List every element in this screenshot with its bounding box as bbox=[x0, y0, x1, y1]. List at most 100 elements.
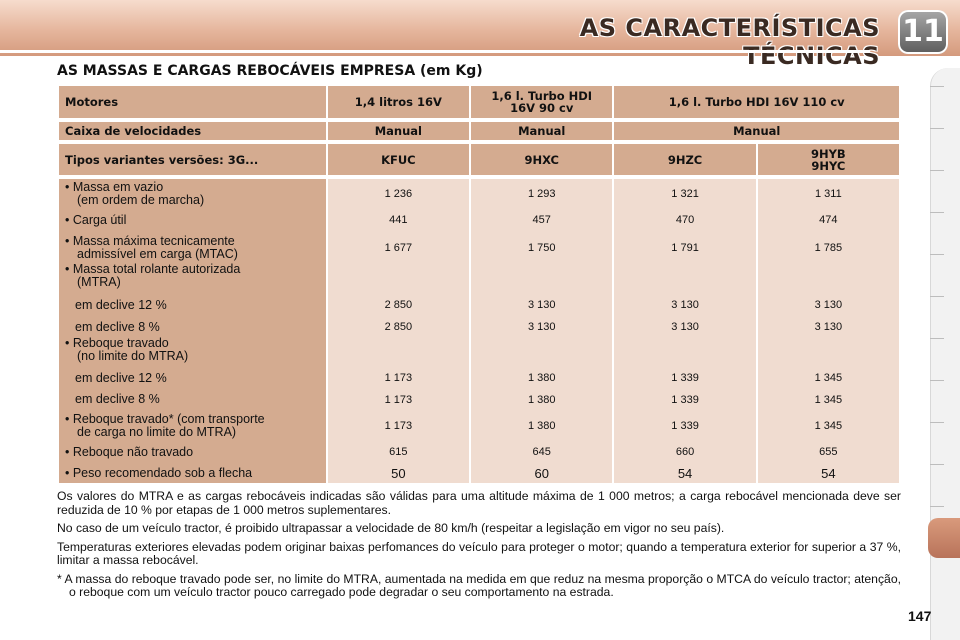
cell-value: 1 380 bbox=[471, 411, 613, 441]
motor-col-3: 1,6 l. Turbo HDI 16V 110 cv bbox=[614, 86, 899, 118]
cell-value: 2 850 bbox=[327, 317, 470, 337]
tab-mark bbox=[930, 338, 944, 339]
tab-mark bbox=[930, 86, 944, 87]
row-label-line1: em declive 8 % bbox=[75, 319, 160, 334]
cell-value: 50 bbox=[327, 463, 470, 483]
row-label: em declive 8 % bbox=[59, 388, 326, 411]
row-label-line1: em declive 12 % bbox=[75, 297, 167, 312]
gearbox-col-3: Manual bbox=[614, 122, 899, 140]
cell-value: 1 311 bbox=[757, 179, 899, 208]
cell-value: 1 750 bbox=[471, 232, 613, 263]
note-temperature: Temperaturas exteriores elevadas podem o… bbox=[57, 539, 901, 567]
table-row: em declive 12 % 1 173 1 380 1 339 1 345 bbox=[59, 368, 899, 388]
row-label: • Reboque não travado bbox=[59, 441, 326, 463]
cell-value: 660 bbox=[614, 441, 756, 463]
table-row: • Reboque travado (no limite do MTRA) bbox=[59, 337, 899, 368]
variants-label: Tipos variantes versões: 3G... bbox=[59, 144, 326, 175]
cell-value: 54 bbox=[614, 463, 756, 483]
cell-value: 1 339 bbox=[614, 388, 756, 411]
tab-mark bbox=[930, 296, 944, 297]
cell-value bbox=[327, 337, 470, 368]
cell-value: 60 bbox=[471, 463, 613, 483]
cell-value bbox=[471, 263, 613, 293]
cell-value: 1 236 bbox=[327, 179, 470, 208]
cell-value: 3 130 bbox=[757, 293, 899, 317]
section-title: AS MASSAS E CARGAS REBOCÁVEIS EMPRESA (e… bbox=[57, 63, 483, 79]
table-row: • Reboque travado* (com transporte de car… bbox=[59, 411, 899, 441]
cell-value: 655 bbox=[757, 441, 899, 463]
row-label-line1: • Reboque não travado bbox=[65, 444, 194, 459]
cell-value: 1 173 bbox=[327, 411, 470, 441]
gearbox-row: Caixa de velocidades Manual Manual Manua… bbox=[59, 122, 899, 140]
tab-mark bbox=[930, 212, 944, 213]
cell-value: 3 130 bbox=[471, 317, 613, 337]
row-label-line1: em declive 12 % bbox=[75, 370, 167, 385]
gearbox-label: Caixa de velocidades bbox=[59, 122, 326, 140]
table-row: em declive 8 % 2 850 3 130 3 130 3 130 bbox=[59, 317, 899, 337]
row-label: em declive 12 % bbox=[59, 293, 326, 317]
motors-label: Motores bbox=[59, 86, 326, 118]
cell-value: 54 bbox=[757, 463, 899, 483]
row-label: • Carga útil bbox=[59, 208, 326, 232]
table-row: • Carga útil 441 457 470 474 bbox=[59, 208, 899, 232]
cell-value: 1 345 bbox=[757, 388, 899, 411]
cell-value: 3 130 bbox=[614, 317, 756, 337]
tab-mark bbox=[930, 506, 944, 507]
cell-value: 2 850 bbox=[327, 293, 470, 317]
page-title: AS CARACTERÍSTICAS TÉCNICAS bbox=[579, 14, 880, 70]
row-label: • Massa total rolante autorizada (MTRA) bbox=[59, 263, 326, 293]
table-row: • Massa total rolante autorizada (MTRA) bbox=[59, 263, 899, 293]
cell-value bbox=[757, 263, 899, 293]
table-row: em declive 12 % 2 850 3 130 3 130 3 130 bbox=[59, 293, 899, 317]
cell-value: 1 345 bbox=[757, 368, 899, 388]
row-label: em declive 12 % bbox=[59, 368, 326, 388]
row-label: • Massa em vazio (em ordem de marcha) bbox=[59, 179, 326, 208]
row-label: • Peso recomendado sob a flecha bbox=[59, 463, 326, 483]
notes-block: Os valores do MTRA e as cargas rebocávei… bbox=[57, 489, 901, 605]
table-row: • Reboque não travado 615 645 660 655 bbox=[59, 441, 899, 463]
motors-row: Motores 1,4 litros 16V 1,6 l. Turbo HDI … bbox=[59, 86, 899, 118]
cell-value: 3 130 bbox=[614, 293, 756, 317]
row-label: • Reboque travado (no limite do MTRA) bbox=[59, 337, 326, 368]
cell-value bbox=[757, 337, 899, 368]
table-row: em declive 8 % 1 173 1 380 1 339 1 345 bbox=[59, 388, 899, 411]
tab-mark bbox=[930, 128, 944, 129]
cell-value: 1 173 bbox=[327, 368, 470, 388]
cell-value: 441 bbox=[327, 208, 470, 232]
table-row: • Massa em vazio (em ordem de marcha) 1 23… bbox=[59, 179, 899, 208]
cell-value: 1 380 bbox=[471, 388, 613, 411]
row-label-line2: de carga no limite do MTRA) bbox=[77, 425, 237, 439]
note-altitude: Os valores do MTRA e as cargas rebocávei… bbox=[57, 489, 901, 517]
variant-col-4-line1: 9HYB bbox=[810, 146, 846, 161]
row-label-line2: (MTRA) bbox=[77, 275, 121, 289]
cell-value: 470 bbox=[614, 208, 756, 232]
row-label-line1: • Carga útil bbox=[65, 212, 127, 227]
specs-table: Motores 1,4 litros 16V 1,6 l. Turbo HDI … bbox=[57, 86, 901, 483]
cell-value: 3 130 bbox=[471, 293, 613, 317]
header-divider bbox=[0, 50, 870, 53]
table-row: • Massa máxima tecnicamente admissível em… bbox=[59, 232, 899, 263]
row-label-line1: • Massa total rolante autorizada bbox=[65, 262, 241, 276]
variant-col-4-line2: 9HYC bbox=[811, 158, 846, 173]
cell-value: 1 785 bbox=[757, 232, 899, 263]
tab-mark bbox=[930, 422, 944, 423]
row-label-line1: • Peso recomendado sob a flecha bbox=[65, 465, 253, 480]
cell-value: 1 791 bbox=[614, 232, 756, 263]
gearbox-col-2: Manual bbox=[471, 122, 613, 140]
cell-value: 1 345 bbox=[757, 411, 899, 441]
motor-col-1: 1,4 litros 16V bbox=[327, 86, 470, 118]
row-label: • Reboque travado* (com transporte de car… bbox=[59, 411, 326, 441]
row-label-line1: • Massa em vazio bbox=[65, 179, 164, 194]
motor-col-2: 1,6 l. Turbo HDI 16V 90 cv bbox=[471, 86, 613, 118]
cell-value: 1 380 bbox=[471, 368, 613, 388]
note-footnote: * A massa do reboque travado pode ser, n… bbox=[57, 571, 901, 599]
variant-col-2: 9HXC bbox=[471, 144, 613, 175]
cell-value: 1 293 bbox=[471, 179, 613, 208]
cell-value: 474 bbox=[757, 208, 899, 232]
row-label-line1: • Reboque travado bbox=[65, 336, 169, 350]
tab-mark bbox=[930, 380, 944, 381]
cell-value bbox=[614, 337, 756, 368]
active-chapter-tab[interactable] bbox=[928, 518, 960, 558]
variant-col-1: KFUC bbox=[327, 144, 470, 175]
cell-value: 1 677 bbox=[327, 232, 470, 263]
